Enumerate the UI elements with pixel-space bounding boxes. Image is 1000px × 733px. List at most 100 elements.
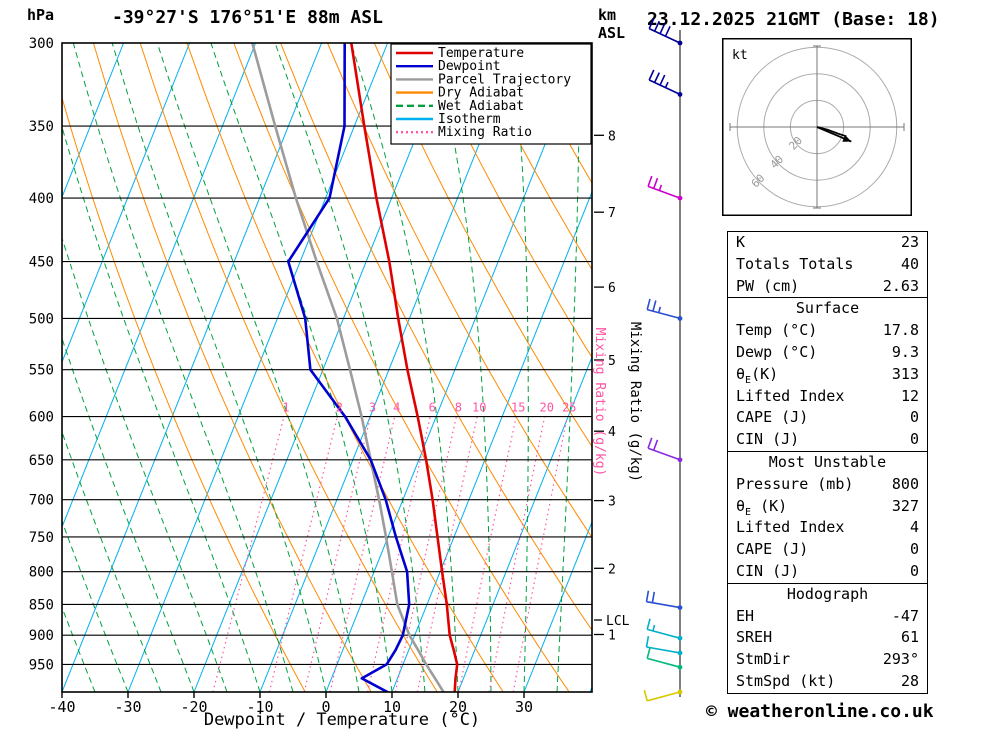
table-row: PW (cm) 2.63 <box>728 276 927 298</box>
svg-text:15: 15 <box>511 401 525 415</box>
svg-text:2: 2 <box>336 401 343 415</box>
table-section-header: Surface <box>795 299 860 318</box>
table-row: Temp (°C) 17.8 <box>728 320 927 342</box>
x-axis-label: Dewpoint / Temperature (°C) <box>203 710 481 730</box>
svg-text:300: 300 <box>29 36 54 52</box>
legend-label: Mixing Ratio <box>438 125 532 140</box>
row-label: Lifted Index <box>736 518 845 537</box>
svg-text:550: 550 <box>29 363 54 379</box>
temperature-line <box>349 43 459 692</box>
row-value: 23 <box>900 233 919 251</box>
row-label: PW (cm) <box>736 276 800 295</box>
x-axis: -40 -30 -20 -10 0 10 20 30 <box>48 692 533 716</box>
table-section: Most Unstable Pressure (mb) 800 θE (K) 327 Li… <box>728 452 927 584</box>
table-section: K 23 Totals Totals 40 PW (cm) 2.63 <box>728 232 927 299</box>
mixing-ratio-labels: 1 2 3 4 6 8 10 15 20 25 <box>282 401 576 415</box>
wind-barbs <box>643 18 683 702</box>
svg-text:8: 8 <box>608 129 616 144</box>
mixing-ratio-lines <box>212 416 568 692</box>
svg-text:900: 900 <box>29 628 54 644</box>
row-label: EH <box>736 606 755 625</box>
row-label: CIN (J) <box>736 430 800 449</box>
pressure-gridlines <box>62 43 592 665</box>
table-row: CAPE (J) 0 <box>728 407 927 429</box>
km-axis-title: km ASL <box>598 6 625 42</box>
info-table: K 23 Totals Totals 40 PW (cm) 2.63 Surface Temp… <box>727 231 928 694</box>
row-label: Lifted Index <box>736 386 845 405</box>
legend-label: Parcel Trajectory <box>438 72 571 87</box>
pressure-axis: 300 350 400 450 500 550 600 650 700 750 800 850 900 9… <box>29 36 54 673</box>
table-row: θE(K) 313 <box>728 364 927 386</box>
svg-text:10: 10 <box>472 401 486 415</box>
svg-text:30: 30 <box>515 698 533 716</box>
row-label: CAPE (J) <box>736 540 809 559</box>
row-label: θE (K) <box>736 496 788 518</box>
row-value: 17.8 <box>882 321 919 340</box>
credit-link[interactable]: © weatheronline.co.uk <box>706 701 934 722</box>
table-section-header: Most Unstable <box>768 452 887 471</box>
svg-text:1: 1 <box>282 401 289 415</box>
svg-text:0: 0 <box>321 698 330 716</box>
table-row: K 23 <box>728 232 927 254</box>
row-value: 28 <box>900 671 919 690</box>
row-value: 4 <box>909 518 919 537</box>
svg-text:400: 400 <box>29 191 54 207</box>
legend-label: Isotherm <box>438 112 501 127</box>
row-label: θE(K) <box>736 364 779 386</box>
parcel-trajectory-line <box>251 43 445 692</box>
table-row: Totals Totals 40 <box>728 254 927 276</box>
svg-text:4: 4 <box>393 401 400 415</box>
svg-text:8: 8 <box>455 401 462 415</box>
row-value: 61 <box>900 628 919 647</box>
svg-text:800: 800 <box>29 565 54 581</box>
row-label: K <box>736 233 746 251</box>
svg-text:6: 6 <box>608 281 616 296</box>
row-label: StmDir <box>736 650 791 669</box>
hodograph-unit-label: kt <box>732 48 748 63</box>
table-row: StmDir 293° <box>728 649 927 671</box>
svg-text:6: 6 <box>429 401 436 415</box>
skewt-chart: 1 2 3 4 6 8 10 15 20 2530035040045050055060065070… <box>29 18 683 716</box>
legend-label: Dewpoint <box>438 59 501 74</box>
svg-text:600: 600 <box>29 410 54 426</box>
table-row: Lifted Index 12 <box>728 386 927 408</box>
row-value: 40 <box>900 254 919 273</box>
row-value: 9.3 <box>891 342 919 361</box>
table-section: Hodograph EH -47 SREH 61 StmDir 293° StmSpd (kt… <box>728 584 927 693</box>
svg-text:-40: -40 <box>48 698 75 716</box>
mixing-ratio-axis-label-pink: Mixing Ratio (g/kg) <box>592 328 607 477</box>
table-row: CAPE (J) 0 <box>728 539 927 561</box>
svg-text:10: 10 <box>383 698 401 716</box>
row-value: -47 <box>891 606 919 625</box>
svg-text:3: 3 <box>608 495 616 510</box>
km-axis-title-line2: ASL <box>598 24 626 42</box>
table-section: Surface Temp (°C) 17.8 Dewp (°C) 9.3 θE(K) 313… <box>728 298 927 452</box>
row-label: Totals Totals <box>736 254 854 273</box>
row-label: Temp (°C) <box>736 321 818 340</box>
row-value: 327 <box>891 496 919 515</box>
row-label: CIN (J) <box>736 561 800 580</box>
row-value: 313 <box>891 364 919 383</box>
table-row: CIN (J) 0 <box>728 429 927 451</box>
svg-text:950: 950 <box>29 657 54 673</box>
storm-motion-arrowhead <box>842 135 852 142</box>
svg-text:7: 7 <box>608 206 616 221</box>
table-row: θE (K) 327 <box>728 496 927 518</box>
row-value: 0 <box>909 561 919 580</box>
table-row: Pressure (mb) 800 <box>728 474 927 496</box>
isotherms <box>62 43 592 692</box>
row-label: CAPE (J) <box>736 408 809 427</box>
svg-text:3: 3 <box>369 401 376 415</box>
svg-text:5: 5 <box>608 354 616 369</box>
row-label: SREH <box>736 628 773 647</box>
km-axis-title-line1: km <box>598 6 617 24</box>
svg-text:25: 25 <box>562 401 576 415</box>
row-value: 2.63 <box>882 276 919 295</box>
legend-label: Temperature <box>438 46 524 61</box>
svg-text:1: 1 <box>608 629 616 644</box>
svg-text:4: 4 <box>608 425 616 440</box>
svg-text:-10: -10 <box>246 698 273 716</box>
table-row: Lifted Index 4 <box>728 517 927 539</box>
row-value: 293° <box>882 650 919 669</box>
